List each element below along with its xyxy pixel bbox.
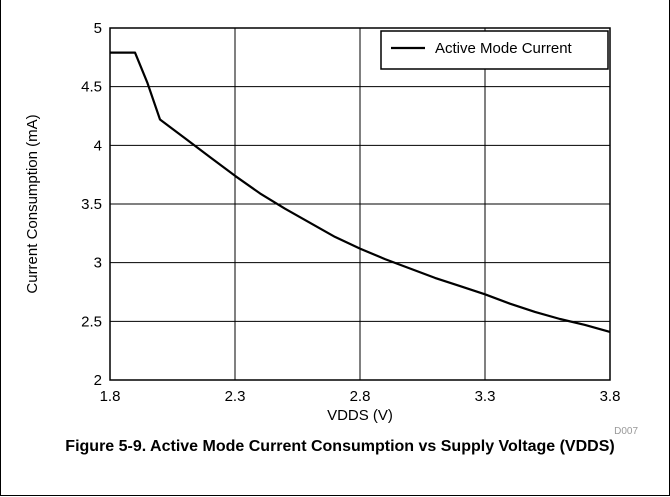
grid	[109, 27, 611, 381]
x-tick-label: 1.8	[100, 388, 121, 405]
x-tick-label: 2.8	[350, 388, 371, 405]
y-tick-label: 5	[94, 20, 102, 37]
y-tick-label: 3	[94, 255, 102, 272]
x-tick-label: 2.3	[225, 388, 246, 405]
chart: 1.8 2.3 2.8 3.3 3.8 2 2.5 3 3.5 4 4.5 5 Active Mod…	[24, 20, 638, 437]
x-tick-label: 3.3	[475, 388, 496, 405]
x-tick-labels: 1.8 2.3 2.8 3.3 3.8	[100, 388, 621, 405]
x-axis-label: VDDS (V)	[327, 407, 393, 424]
series-line-active-mode-current	[110, 51, 611, 333]
y-tick-labels: 2 2.5 3 3.5 4 4.5 5	[81, 20, 102, 389]
figure-code: D007	[614, 426, 638, 437]
y-axis-label: Current Consumption (mA)	[24, 114, 41, 293]
y-tick-label: 2.5	[81, 313, 102, 330]
y-tick-label: 2	[94, 372, 102, 389]
legend: Active Mode Current	[380, 30, 609, 70]
legend-label: Active Mode Current	[435, 40, 573, 57]
figure-caption: Figure 5-9. Active Mode Current Consumpt…	[65, 438, 615, 455]
y-tick-label: 4.5	[81, 79, 102, 96]
x-tick-label: 3.8	[600, 388, 621, 405]
legend-box	[380, 30, 609, 70]
y-tick-label: 3.5	[81, 196, 102, 213]
y-tick-label: 4	[94, 137, 102, 154]
plot-area	[109, 27, 611, 381]
